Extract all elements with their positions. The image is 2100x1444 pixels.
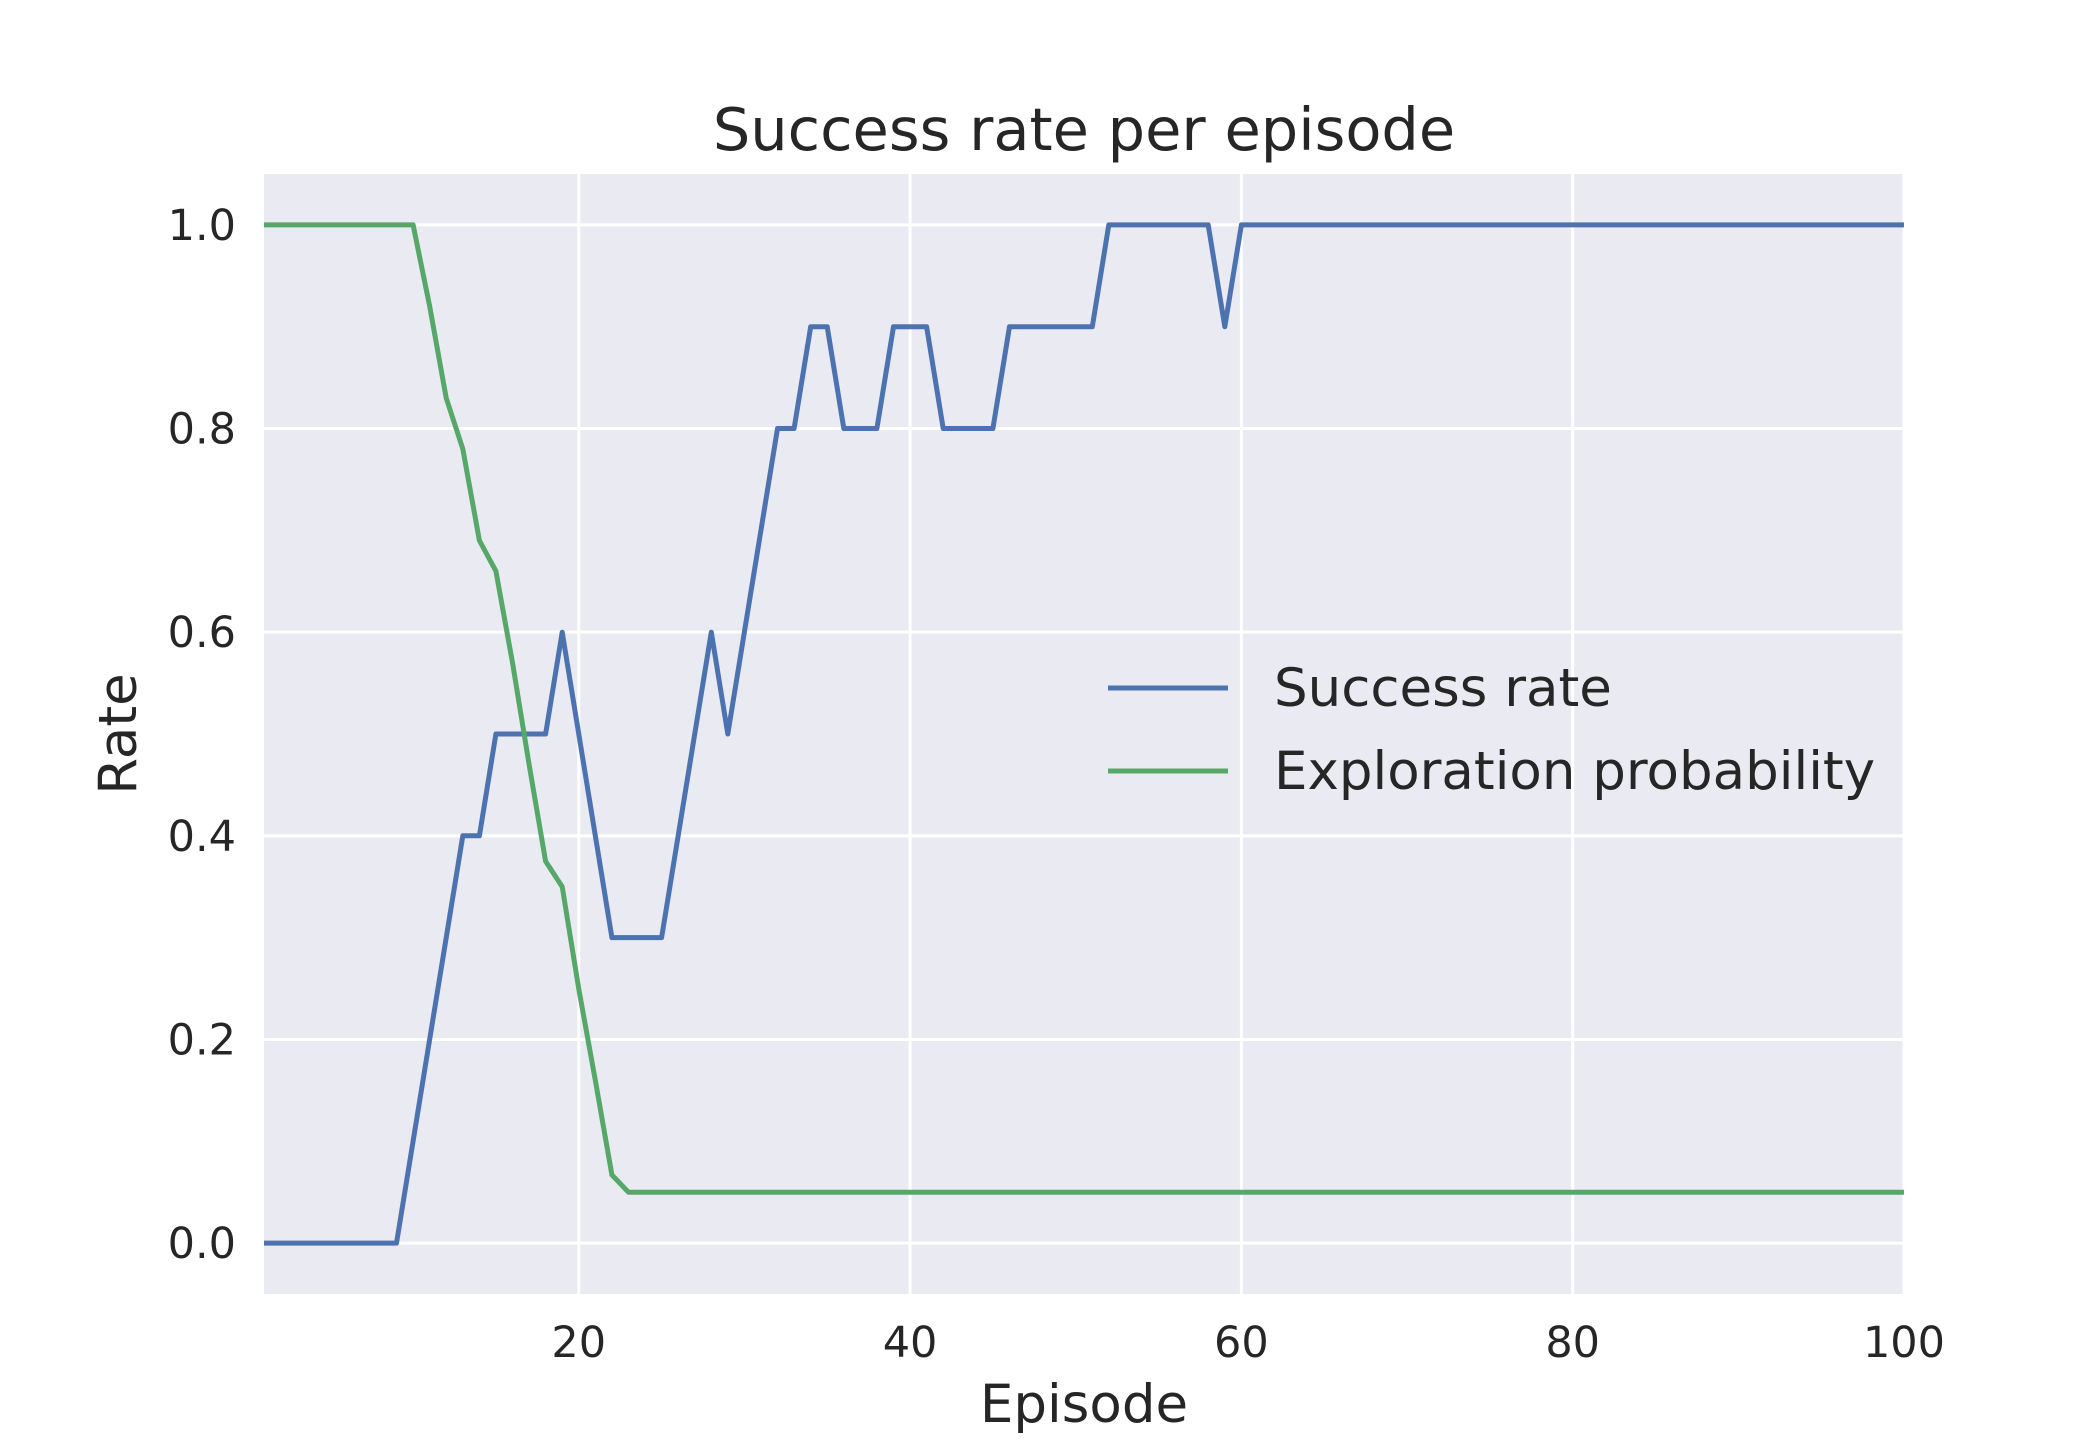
y-tick-label: 0.4 (168, 812, 236, 862)
x-tick-label: 20 (551, 1318, 606, 1368)
y-tick-labels: 0.0 0.2 0.4 0.6 0.8 1.0 (168, 201, 236, 1269)
x-tick-label: 40 (883, 1318, 938, 1368)
x-axis-label: Episode (980, 1374, 1188, 1435)
chart-title: Success rate per episode (713, 95, 1455, 164)
y-tick-label: 1.0 (168, 201, 236, 251)
x-tick-label: 60 (1214, 1318, 1269, 1368)
x-tick-label: 100 (1863, 1318, 1945, 1368)
series-line-success-rate (264, 222, 1904, 1246)
y-tick-label: 0.8 (168, 405, 236, 455)
y-tick-label: 0.2 (168, 1015, 236, 1065)
x-tick-label: 80 (1545, 1318, 1600, 1368)
series-lines (264, 222, 1904, 1246)
legend-label-success-rate: Success rate (1274, 658, 1612, 719)
y-tick-label: 0.6 (168, 608, 236, 658)
legend-label-exploration-probability: Exploration probability (1274, 741, 1875, 802)
legend: Success rate Exploration probability (1108, 658, 1875, 802)
series-line-exploration-probability (264, 222, 1904, 1195)
y-tick-label: 0.0 (168, 1219, 236, 1269)
y-axis-label: Rate (88, 673, 149, 795)
x-tick-labels: 20 40 60 80 100 (551, 1318, 1945, 1368)
